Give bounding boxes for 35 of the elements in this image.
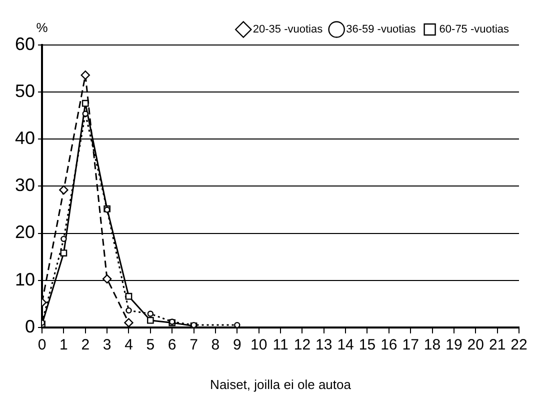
y-axis-title: % bbox=[36, 20, 48, 36]
x-tick-label: 10 bbox=[250, 336, 268, 354]
legend-label: 20-35 -vuotias bbox=[252, 24, 324, 36]
x-tick-label: 13 bbox=[316, 336, 332, 354]
y-tick-label: 10 bbox=[14, 269, 36, 290]
y-tick-label: 20 bbox=[14, 222, 36, 242]
x-tick-label: 11 bbox=[272, 336, 288, 354]
legend-label: 36-59 -vuotias bbox=[346, 24, 416, 36]
legend-label: 60-75 -vuotias bbox=[439, 24, 510, 36]
y-tick-label: 40 bbox=[14, 128, 36, 148]
x-tick-label: 16 bbox=[380, 336, 398, 354]
y-tick-label: 30 bbox=[14, 175, 36, 196]
x-tick-label: 2 bbox=[81, 336, 90, 354]
x-tick-label: 14 bbox=[337, 336, 354, 354]
x-tick-label: 17 bbox=[402, 336, 419, 354]
x-tick-label: 21 bbox=[488, 336, 506, 354]
y-tick-label: 60 bbox=[14, 34, 36, 54]
x-tick-label: 15 bbox=[358, 336, 376, 354]
x-tick-label: 20 bbox=[467, 336, 484, 354]
x-tick-label: 0 bbox=[38, 336, 46, 354]
y-tick-label: 50 bbox=[14, 81, 36, 102]
x-tick-label: 8 bbox=[211, 336, 220, 354]
y-tick-label: 0 bbox=[25, 316, 36, 336]
x-tick-label: 1 bbox=[60, 336, 68, 354]
x-axis-title: Naiset, joilla ei ole autoa bbox=[210, 376, 352, 392]
x-tick-label: 3 bbox=[102, 336, 112, 354]
x-tick-label: 6 bbox=[168, 336, 176, 354]
x-tick-label: 22 bbox=[510, 336, 528, 354]
x-tick-label: 18 bbox=[424, 336, 441, 354]
x-tick-label: 5 bbox=[146, 336, 155, 354]
x-tick-label: 19 bbox=[446, 336, 462, 354]
x-tick-label: 4 bbox=[124, 336, 133, 354]
x-tick-label: 9 bbox=[232, 336, 242, 354]
x-tick-label: 7 bbox=[190, 336, 198, 354]
x-tick-label: 12 bbox=[294, 336, 311, 354]
